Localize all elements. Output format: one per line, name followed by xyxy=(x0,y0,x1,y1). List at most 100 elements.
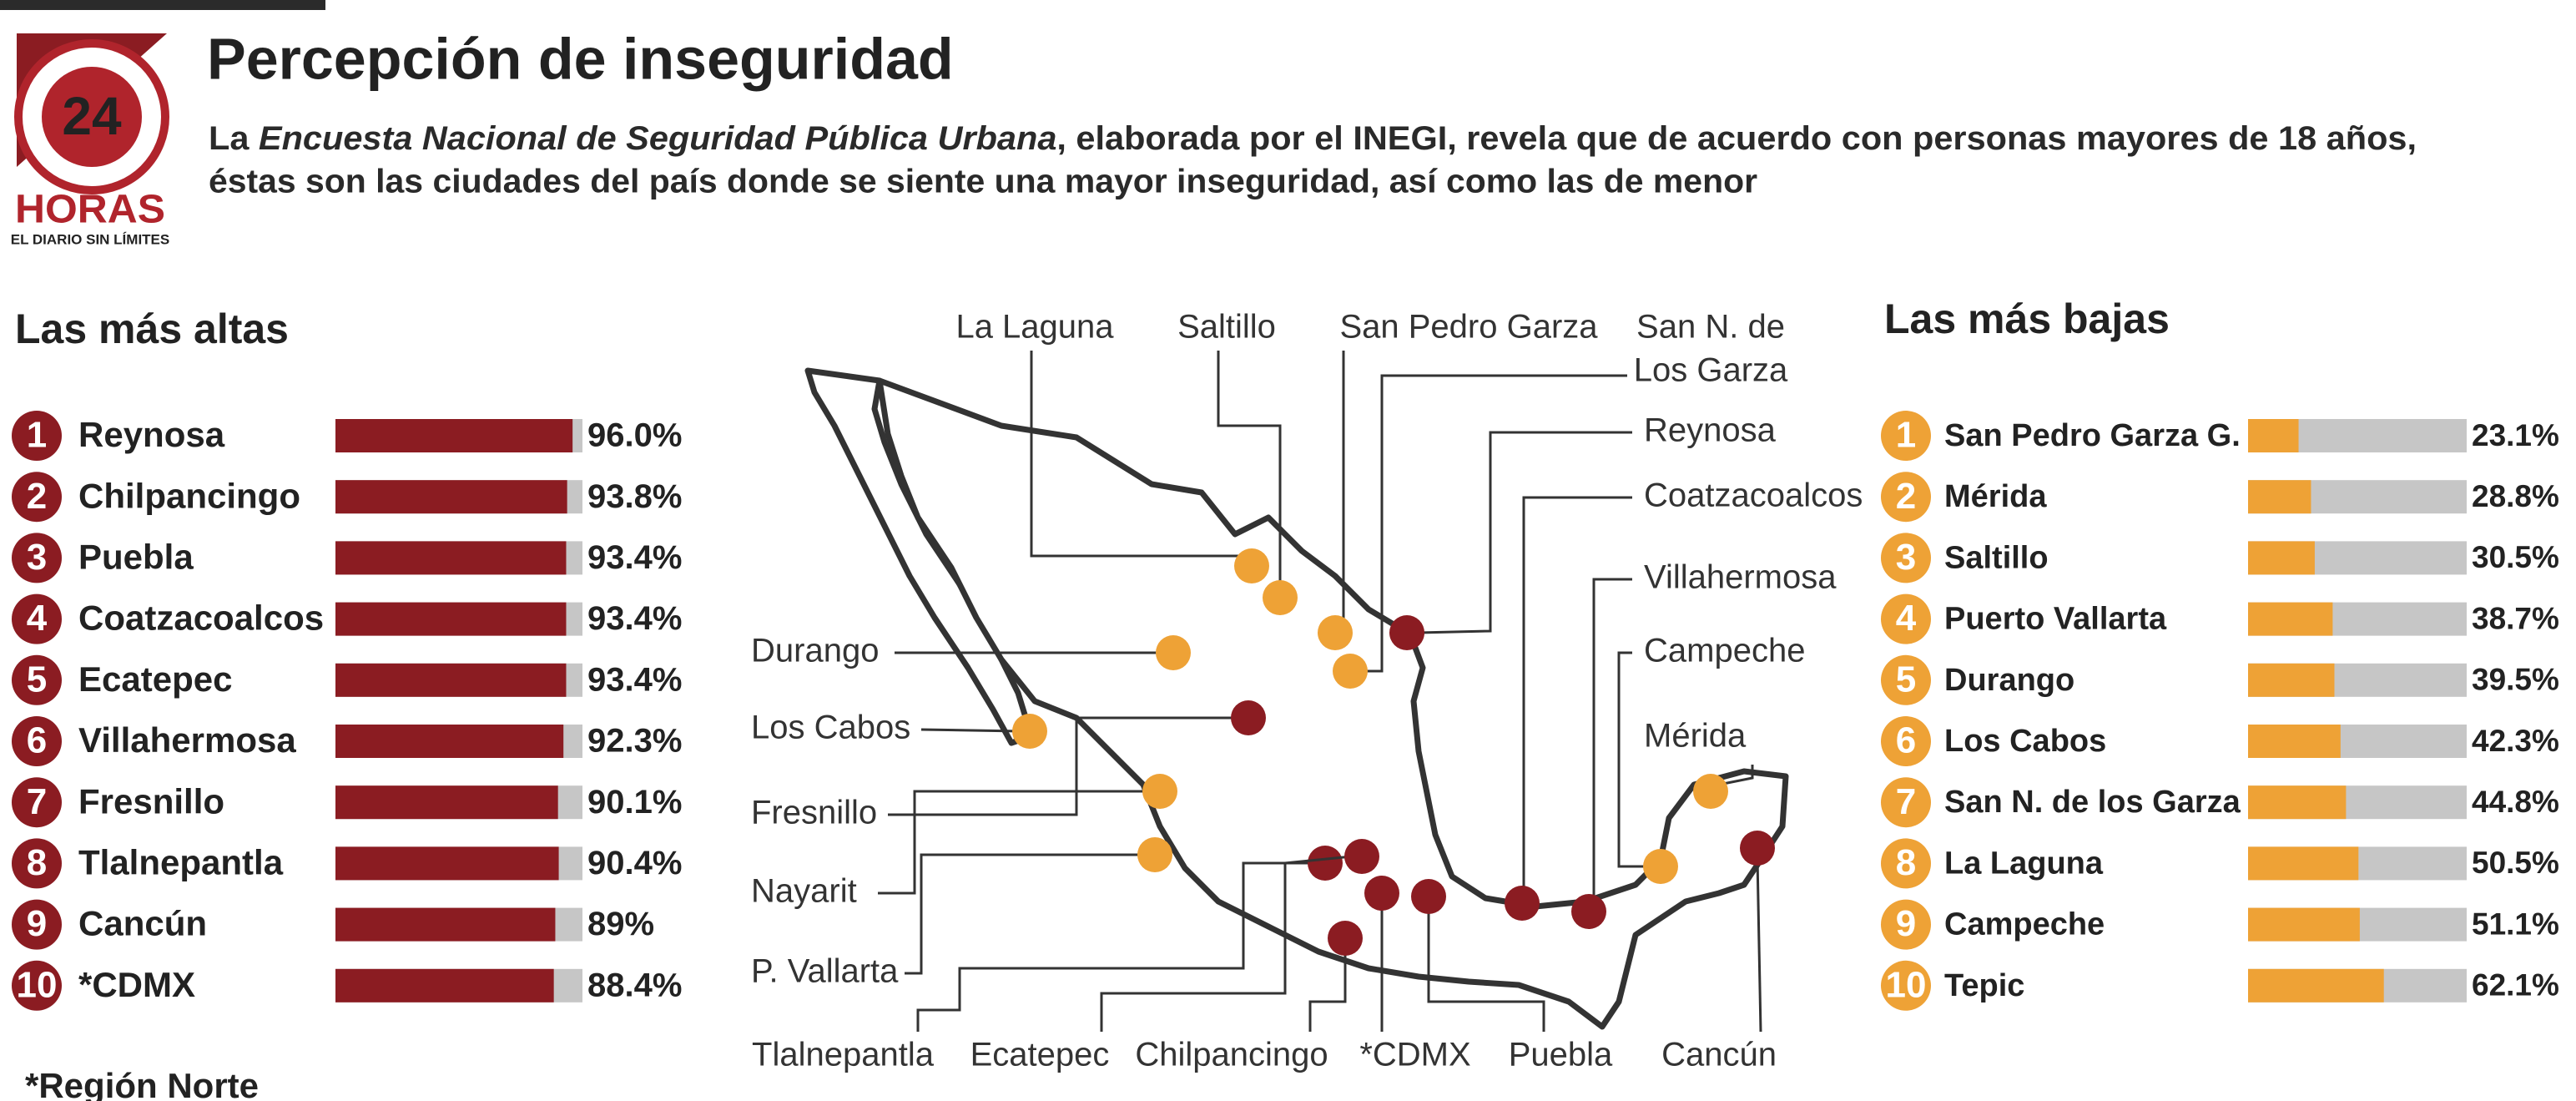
value-label: 51.1% xyxy=(2472,907,2559,941)
rank-number: 10 xyxy=(1886,964,1927,1005)
bar xyxy=(2248,419,2299,452)
value-label: 92.3% xyxy=(587,723,682,760)
map-label: Saltillo xyxy=(1177,309,1276,346)
rank-number: 1 xyxy=(1896,415,1916,456)
logo-number: 24 xyxy=(62,86,122,146)
chart-title: Las más altas xyxy=(15,306,289,352)
city-dot xyxy=(1156,635,1191,670)
bar xyxy=(2248,541,2315,575)
leader-line xyxy=(1308,948,1347,1032)
map xyxy=(804,367,1789,1030)
map-label: Fresnillo xyxy=(751,795,877,831)
value-label: 50.5% xyxy=(2472,846,2559,880)
category-label: Tepic xyxy=(1944,968,2024,1003)
rank-badge xyxy=(1881,899,1931,950)
map-label: Los Garza xyxy=(1634,352,1788,389)
category-label: La Laguna xyxy=(1944,846,2104,881)
category-label: Puerto Vallarta xyxy=(1944,602,2167,637)
city-dot xyxy=(1137,837,1172,872)
map-label: P. Vallarta xyxy=(751,953,899,990)
value-label: 88.4% xyxy=(587,967,682,1003)
rank-badge xyxy=(1881,411,1931,461)
bar xyxy=(2248,725,2341,758)
leader-line xyxy=(1592,578,1632,902)
map-label: Durango xyxy=(751,633,879,669)
city-dot xyxy=(1740,831,1775,866)
city-dot xyxy=(1344,839,1379,874)
rank-number: 7 xyxy=(27,781,47,822)
bar xyxy=(335,968,554,1003)
leader-line xyxy=(1030,351,1252,558)
map-label: Cancún xyxy=(1661,1037,1777,1073)
category-label: *CDMX xyxy=(78,965,195,1004)
leader-line xyxy=(888,716,1238,816)
map-label: Nayarit xyxy=(751,873,857,910)
logo: 24 HORAS EL DIARIO SIN LÍMITES xyxy=(11,33,169,247)
rank-number: 10 xyxy=(17,964,58,1005)
value-label: 93.8% xyxy=(587,478,682,515)
category-label: Los Cabos xyxy=(1944,724,2106,759)
leader-line xyxy=(1418,431,1632,634)
category-label: Ecatepec xyxy=(78,659,232,699)
map-label: San N. de xyxy=(1636,309,1785,346)
title: Percepción de inseguridad xyxy=(207,26,954,91)
rank-badge xyxy=(1881,472,1931,523)
leader-line xyxy=(1360,374,1627,673)
bar xyxy=(335,907,556,942)
leader-line xyxy=(878,790,1150,895)
rank-badge xyxy=(12,777,62,828)
city-dot xyxy=(1411,879,1446,914)
rank-badge xyxy=(12,472,62,523)
city-dot xyxy=(1234,548,1269,583)
rank-badge xyxy=(12,838,62,889)
logo-tagline: EL DIARIO SIN LÍMITES xyxy=(11,231,169,247)
map-label: La Laguna xyxy=(955,309,1114,346)
rank-badge xyxy=(12,654,62,705)
rank-badge xyxy=(1881,838,1931,889)
city-dot xyxy=(1505,886,1540,921)
bar xyxy=(335,419,573,452)
rank-number: 7 xyxy=(1896,781,1916,822)
rank-number: 5 xyxy=(27,659,47,699)
leader-line xyxy=(1522,496,1632,893)
map-label: Chilpancingo xyxy=(1135,1037,1328,1073)
rank-number: 3 xyxy=(27,537,47,578)
bar xyxy=(2248,968,2384,1003)
map-label: Tlalnepantla xyxy=(752,1037,935,1073)
map-label: *CDMX xyxy=(1359,1037,1470,1073)
rank-badge xyxy=(1881,777,1931,828)
rank-number: 5 xyxy=(1896,659,1916,699)
category-label: Saltillo xyxy=(1944,540,2049,575)
map-label: San Pedro Garza xyxy=(1339,309,1598,346)
logo-disc xyxy=(42,67,142,167)
value-label: 90.4% xyxy=(587,845,682,881)
city-dot xyxy=(1333,654,1368,689)
bar xyxy=(2248,846,2359,881)
bar xyxy=(335,725,564,758)
bar xyxy=(335,480,567,514)
rank-badge xyxy=(12,960,62,1011)
bar xyxy=(335,785,558,820)
rank-number: 3 xyxy=(1896,537,1916,578)
leader-line xyxy=(1427,907,1545,1032)
value-label: 44.8% xyxy=(2472,785,2559,819)
value-label: 38.7% xyxy=(2472,601,2559,635)
category-label: Villahermosa xyxy=(78,720,296,760)
value-label: 62.1% xyxy=(2472,968,2559,1003)
rank-badge xyxy=(1881,654,1931,705)
category-label: Chilpancingo xyxy=(78,476,300,515)
bar xyxy=(335,602,567,636)
city-dot xyxy=(1643,849,1678,884)
city-dot xyxy=(1308,846,1343,881)
map-label: Puebla xyxy=(1509,1037,1613,1073)
city-dot xyxy=(1263,580,1298,615)
leader-line xyxy=(1217,351,1282,588)
map-label: Reynosa xyxy=(1644,412,1777,449)
subtitle-line: La Encuesta Nacional de Seguridad Públic… xyxy=(209,120,2417,157)
subtitle-line: éstas son las ciudades del país donde se… xyxy=(209,164,1757,200)
value-label: 90.1% xyxy=(587,784,682,821)
map-label: Coatzacoalcos xyxy=(1644,477,1863,514)
value-label: 39.5% xyxy=(2472,663,2559,697)
